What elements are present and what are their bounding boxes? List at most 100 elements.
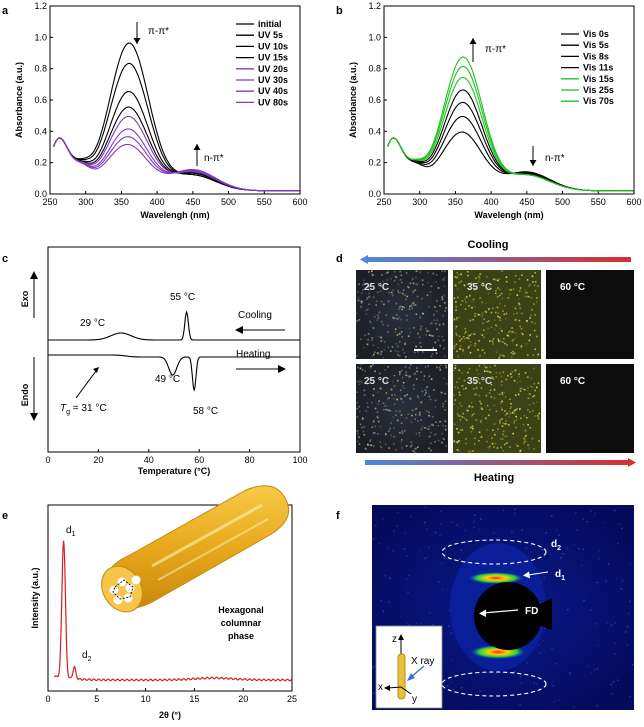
waxs-noise-dot xyxy=(424,521,426,524)
panel-b-xtick-label: 600 xyxy=(626,197,641,207)
speckle xyxy=(472,318,474,321)
speckle xyxy=(395,302,398,305)
speckle xyxy=(433,313,435,316)
speckle xyxy=(512,436,515,439)
speckle xyxy=(445,366,448,369)
waxs-noise-dot xyxy=(564,579,566,581)
speckle xyxy=(469,450,472,453)
speckle xyxy=(399,373,401,376)
speckle xyxy=(372,394,375,397)
speckle xyxy=(393,427,395,429)
speckle xyxy=(397,419,399,422)
annotation-29C: 29 °C xyxy=(80,318,105,329)
speckle xyxy=(531,296,533,299)
speckle xyxy=(415,276,417,279)
waxs-noise-dot xyxy=(373,692,375,694)
speckle xyxy=(439,369,441,372)
speckle xyxy=(470,426,472,429)
waxs-noise-dot xyxy=(519,675,521,678)
panel-b-legend-label: Vis 11s xyxy=(583,63,613,73)
speckle xyxy=(522,423,525,426)
speckle xyxy=(457,407,459,409)
speckle xyxy=(477,275,480,278)
speckle xyxy=(364,447,367,450)
speckle xyxy=(521,274,523,276)
speckle xyxy=(399,279,402,281)
speckle xyxy=(359,367,362,370)
peak-label-d1: d1 xyxy=(66,525,76,538)
speckle xyxy=(481,349,484,351)
speckle xyxy=(472,427,474,430)
waxs-noise-dot xyxy=(554,662,557,665)
speckle xyxy=(526,291,529,294)
waxs-noise-dot xyxy=(578,548,580,550)
speckle xyxy=(391,346,394,348)
beam-stop-arm xyxy=(536,598,552,630)
speckle xyxy=(430,355,433,358)
waxs-noise-dot xyxy=(450,632,453,634)
speckle xyxy=(483,329,485,331)
speckle xyxy=(496,279,498,281)
speckle xyxy=(524,289,526,291)
panel-a-legend-label: UV 20s xyxy=(258,64,288,74)
cooling-label: Cooling xyxy=(238,310,272,321)
speckle xyxy=(531,321,533,323)
panel-a-arrowhead xyxy=(133,38,141,44)
speckle xyxy=(400,440,402,443)
speckle xyxy=(481,408,484,410)
speckle xyxy=(414,448,416,450)
speckle xyxy=(376,415,378,418)
speckle xyxy=(458,377,461,380)
speckle xyxy=(393,271,396,273)
speckle xyxy=(497,332,500,334)
speckle xyxy=(531,275,534,278)
speckle xyxy=(361,300,364,303)
speckle xyxy=(367,406,369,408)
speckle xyxy=(398,327,401,329)
speckle xyxy=(428,411,430,414)
waxs-noise-dot xyxy=(454,676,457,678)
speckle xyxy=(529,317,531,319)
speckle xyxy=(365,448,368,450)
phase-label-1: Hexagonal xyxy=(218,605,264,615)
speckle xyxy=(502,371,505,373)
speckle xyxy=(437,335,440,338)
speckle xyxy=(414,289,417,291)
speckle xyxy=(376,319,378,321)
speckle xyxy=(410,421,413,423)
waxs-noise-dot xyxy=(373,665,376,667)
waxs-noise-dot xyxy=(583,599,585,602)
speckle xyxy=(453,369,455,372)
panel-label-e: e xyxy=(2,510,8,522)
panel-label-d: d xyxy=(336,253,343,265)
speckle xyxy=(425,392,427,394)
speckle xyxy=(380,446,383,449)
speckle xyxy=(520,417,522,420)
speckle xyxy=(428,334,431,336)
speckle xyxy=(495,325,498,327)
speckle xyxy=(444,301,446,304)
panel-b-arrowhead xyxy=(529,160,537,166)
waxs-noise-dot xyxy=(582,518,585,520)
speckle xyxy=(509,398,511,400)
speckle xyxy=(493,397,496,400)
speckle xyxy=(470,282,473,284)
hexagonal-column-illustration xyxy=(101,485,290,613)
speckle xyxy=(395,314,398,316)
speckle xyxy=(483,336,485,338)
waxs-noise-dot xyxy=(615,578,618,580)
speckle xyxy=(527,376,529,378)
speckle xyxy=(432,347,435,349)
speckle xyxy=(466,337,468,339)
speckle xyxy=(498,278,501,280)
speckle xyxy=(443,277,446,279)
panel-b-legend-label: Vis 25s xyxy=(583,85,614,95)
speckle xyxy=(419,342,422,344)
speckle xyxy=(486,429,489,431)
speckle xyxy=(523,414,526,417)
speckle xyxy=(379,387,382,390)
speckle xyxy=(394,394,396,396)
speckle xyxy=(471,425,474,428)
panel-a-ytick-label: 0.4 xyxy=(34,126,47,136)
speckle xyxy=(459,345,462,348)
